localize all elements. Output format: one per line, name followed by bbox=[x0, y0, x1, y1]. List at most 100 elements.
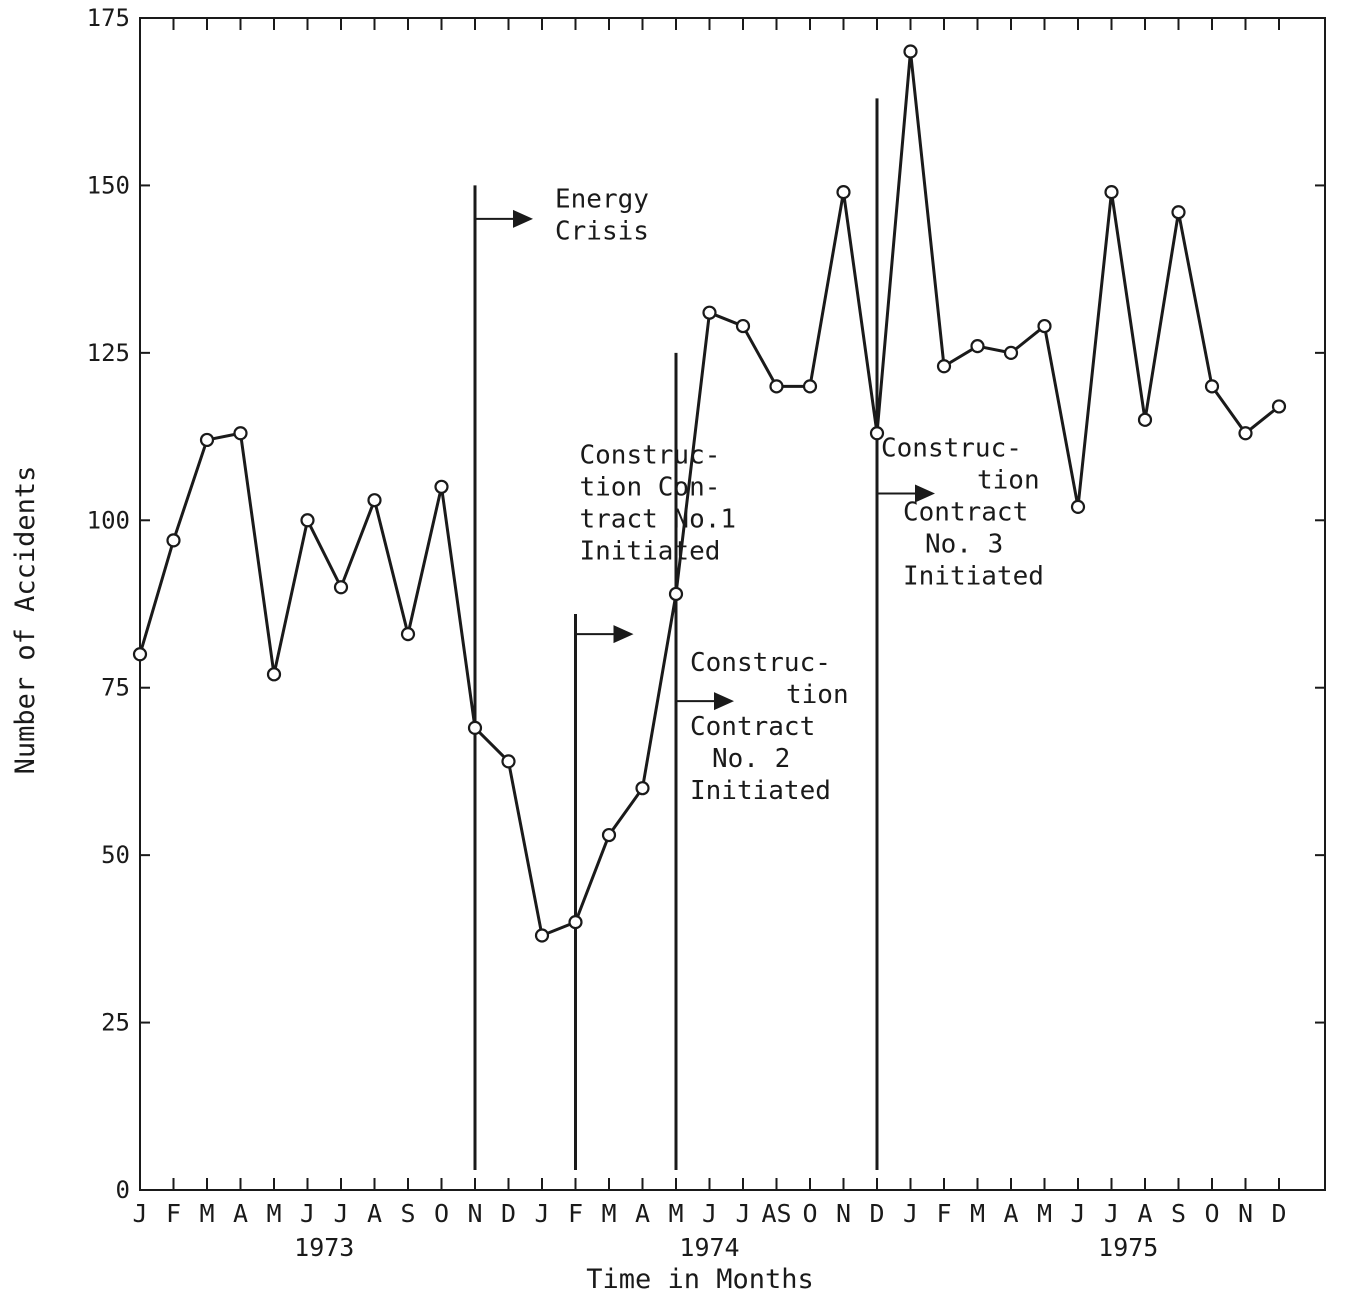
x-tick-label: M bbox=[601, 1199, 616, 1228]
data-point bbox=[1204, 379, 1220, 394]
event-label-line: Energy bbox=[555, 184, 649, 214]
data-point bbox=[534, 928, 550, 943]
x-tick-label: F bbox=[166, 1199, 181, 1228]
x-tick-label: M bbox=[970, 1199, 985, 1228]
year-label: 1974 bbox=[679, 1233, 739, 1262]
data-point bbox=[568, 915, 583, 930]
event-label-line: tract No.1 bbox=[580, 504, 737, 534]
x-tick-label: D bbox=[1271, 1199, 1286, 1228]
x-tick-label: S bbox=[1171, 1199, 1186, 1228]
event-label-line: Initiated bbox=[903, 562, 1044, 592]
data-point bbox=[668, 586, 684, 602]
data-point bbox=[1104, 185, 1119, 200]
data-point bbox=[266, 667, 282, 682]
data-point bbox=[199, 432, 215, 448]
x-tick-label: AS bbox=[761, 1199, 791, 1228]
data-point bbox=[367, 493, 382, 508]
x-tick-label: M bbox=[1037, 1199, 1052, 1228]
x-tick-label: A bbox=[1003, 1199, 1018, 1228]
data-point bbox=[735, 318, 751, 334]
x-tick-label: F bbox=[936, 1199, 951, 1228]
year-label: 1973 bbox=[294, 1233, 354, 1262]
x-tick-label: M bbox=[668, 1199, 683, 1228]
event-arrow-head bbox=[714, 692, 734, 711]
event-arrow-head bbox=[513, 209, 533, 228]
data-point bbox=[132, 647, 148, 662]
x-tick-label: J bbox=[1070, 1199, 1085, 1228]
data-point bbox=[333, 580, 349, 595]
data-point bbox=[1070, 499, 1086, 514]
data-point bbox=[903, 44, 918, 59]
x-tick-label: A bbox=[367, 1199, 382, 1228]
event-label-line: tion Con- bbox=[580, 472, 721, 502]
x-tick-label: A bbox=[1137, 1199, 1152, 1228]
x-tick-label: D bbox=[501, 1199, 516, 1228]
x-tick-label: N bbox=[467, 1199, 482, 1228]
x-tick-label: S bbox=[400, 1199, 415, 1228]
data-point bbox=[769, 379, 784, 394]
data-point bbox=[233, 426, 248, 441]
x-tick-label: A bbox=[233, 1199, 248, 1228]
x-tick-label: A bbox=[635, 1199, 650, 1228]
y-tick-label: 25 bbox=[101, 1009, 130, 1037]
x-tick-label: J bbox=[1104, 1199, 1119, 1228]
x-tick-label: O bbox=[802, 1199, 817, 1228]
data-point bbox=[970, 339, 985, 354]
y-axis-title: Number of Accidents bbox=[10, 466, 41, 775]
data-point bbox=[1037, 318, 1052, 334]
event-label-line: Initiated bbox=[580, 536, 721, 566]
data-point bbox=[467, 720, 483, 735]
data-point bbox=[501, 754, 516, 769]
data-point bbox=[166, 533, 181, 548]
y-tick-label: 100 bbox=[87, 506, 130, 534]
x-tick-label: N bbox=[1238, 1199, 1253, 1228]
event-label-line: Initiated bbox=[690, 776, 831, 806]
year-label: 1975 bbox=[1098, 1233, 1158, 1262]
data-point bbox=[936, 359, 952, 374]
data-point bbox=[836, 185, 851, 200]
x-tick-label: J bbox=[534, 1199, 549, 1228]
data-point bbox=[802, 379, 818, 394]
x-tick-label: J bbox=[702, 1199, 717, 1228]
event-label-line: No. 2 bbox=[712, 744, 790, 774]
x-tick-label: O bbox=[434, 1199, 449, 1228]
y-tick-label: 125 bbox=[87, 339, 130, 367]
data-point bbox=[300, 513, 315, 528]
x-axis-title: Time in Months bbox=[586, 1264, 814, 1295]
data-point bbox=[601, 827, 617, 843]
x-tick-label: J bbox=[300, 1199, 315, 1228]
x-tick-label: J bbox=[903, 1199, 918, 1228]
y-tick-label: 0 bbox=[116, 1176, 130, 1204]
x-tick-label: J bbox=[735, 1199, 750, 1228]
event-label-line: Construc- bbox=[881, 434, 1022, 464]
data-point bbox=[702, 305, 717, 320]
data-point bbox=[1003, 345, 1019, 360]
x-tick-label: J bbox=[132, 1199, 147, 1228]
data-point bbox=[400, 627, 416, 642]
data-point bbox=[1137, 412, 1153, 427]
plot-frame bbox=[139, 17, 1326, 1191]
event-label-line: Construc- bbox=[690, 648, 831, 678]
data-point bbox=[1271, 399, 1287, 414]
data-point bbox=[1171, 205, 1186, 220]
accident-series bbox=[132, 44, 1287, 943]
event-label-line: Crisis bbox=[555, 216, 649, 246]
event-label-line: tion bbox=[786, 680, 849, 710]
event-label-line: tion bbox=[977, 466, 1040, 496]
x-tick-label: D bbox=[869, 1199, 884, 1228]
x-tick-label: F bbox=[568, 1199, 583, 1228]
x-tick-label: O bbox=[1204, 1199, 1219, 1228]
y-tick-label: 175 bbox=[87, 4, 130, 32]
data-point bbox=[434, 479, 449, 494]
data-point bbox=[1238, 426, 1253, 441]
event-label-line: Construc- bbox=[580, 440, 721, 470]
x-tick-label: M bbox=[266, 1199, 281, 1228]
event-arrow-head bbox=[613, 625, 634, 644]
event-label-line: Contract bbox=[690, 712, 815, 742]
event-label-line: Contract bbox=[903, 498, 1028, 528]
event-label-line: No. 3 bbox=[925, 530, 1003, 560]
x-tick-label: J bbox=[333, 1199, 348, 1228]
y-tick-label: 75 bbox=[101, 674, 130, 702]
